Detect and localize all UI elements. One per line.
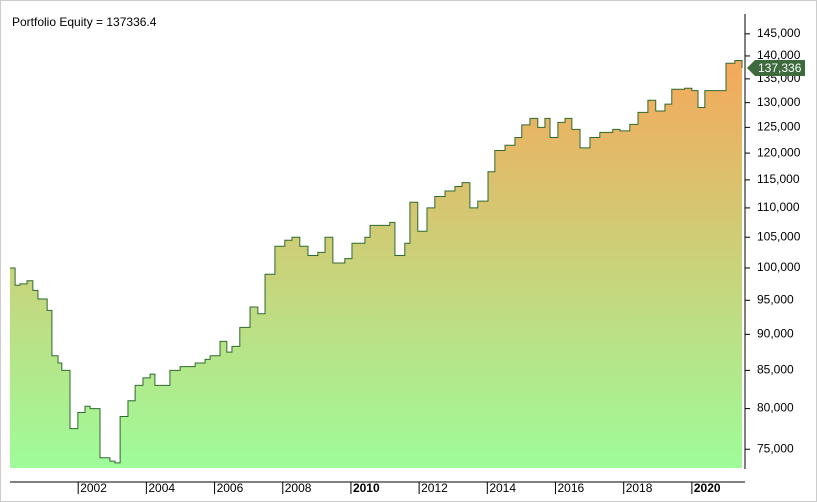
x-tick-label: 2002 xyxy=(80,481,107,495)
last-value-label: 137,336 xyxy=(758,61,802,75)
x-tick-label: 2020 xyxy=(694,481,721,495)
y-tick-label: 110,000 xyxy=(757,200,800,214)
y-tick-label: 85,000 xyxy=(757,363,794,377)
y-tick-label: 95,000 xyxy=(757,292,794,306)
y-tick-label: 105,000 xyxy=(757,229,801,243)
y-tick-label: 115,000 xyxy=(757,172,800,186)
y-tick-label: 100,000 xyxy=(757,260,801,274)
last-value-marker xyxy=(747,60,805,77)
y-tick-label: 120,000 xyxy=(757,145,801,159)
x-tick-label: 2004 xyxy=(148,481,175,495)
x-tick-label: 2006 xyxy=(217,481,244,495)
x-tick-label: 2008 xyxy=(285,481,312,495)
y-tick-label: 125,000 xyxy=(757,120,801,134)
y-tick-label: 145,000 xyxy=(757,26,801,40)
x-tick-label: 2012 xyxy=(421,481,448,495)
y-tick-label: 140,000 xyxy=(757,48,801,62)
y-tick-label: 80,000 xyxy=(757,401,794,415)
equity-line xyxy=(10,59,743,464)
y-tick-label: 130,000 xyxy=(757,95,801,109)
y-tick-label: 75,000 xyxy=(757,441,794,455)
x-tick-label: 2016 xyxy=(558,481,585,495)
x-tick-label: 2018 xyxy=(626,481,653,495)
y-tick-label: 90,000 xyxy=(757,327,794,341)
chart-title: Portfolio Equity = 137336.4 xyxy=(12,15,157,29)
area xyxy=(10,60,742,469)
x-tick-label: 2014 xyxy=(489,481,516,495)
x-tick-label: 2010 xyxy=(353,481,380,495)
